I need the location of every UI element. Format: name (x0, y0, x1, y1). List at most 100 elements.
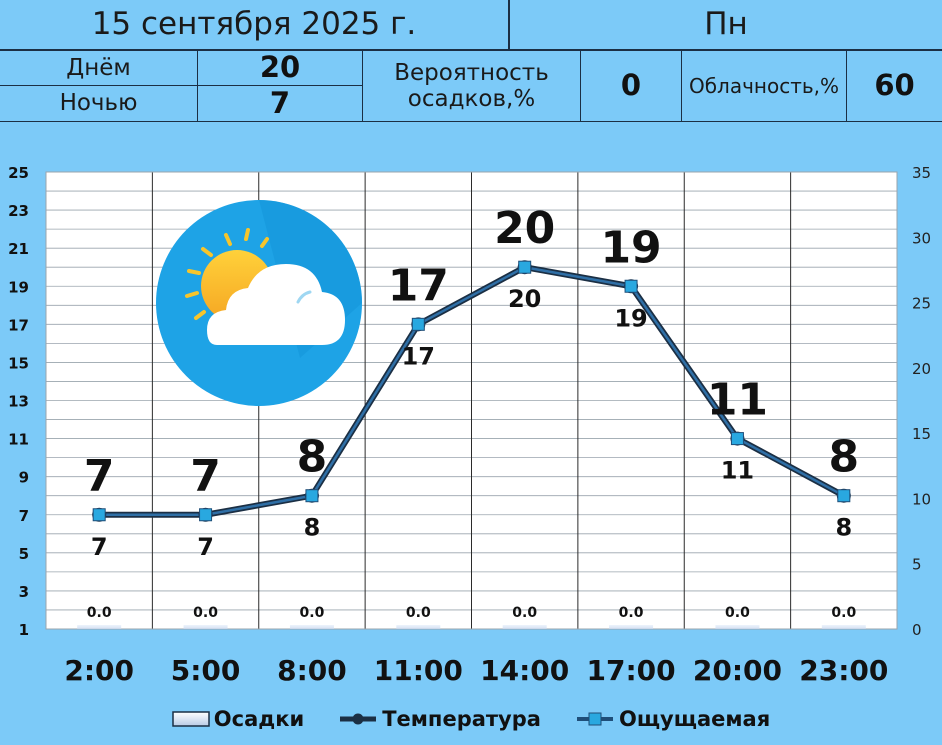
y-tick-label: 3 (19, 583, 29, 601)
day-value-cell: 20 (198, 50, 363, 86)
y-tick-label: 23 (8, 202, 29, 220)
feels-like-label: 19 (614, 304, 647, 332)
y-tick-label: 25 (8, 164, 29, 182)
temperature-label: 19 (600, 222, 661, 273)
temperature-series (92, 260, 851, 522)
x-tick-label: 5:00 (171, 654, 241, 687)
feels-like-point (837, 489, 851, 503)
cloud-value: 60 (874, 68, 915, 103)
cloud-label: Облачность,% (688, 73, 840, 98)
y2-tick-label: 0 (912, 621, 922, 639)
y2-tick-label: 25 (912, 295, 931, 313)
y-tick-label: 9 (19, 469, 29, 487)
weekday-cell: Пн (510, 0, 942, 51)
legend-temperature: Температура (338, 707, 541, 731)
feels-like-label: 17 (402, 342, 435, 370)
y-axis-right: 35 30 25 20 15 10 5 0 (912, 164, 931, 639)
date-cell: 15 сентября 2025 г. (0, 0, 510, 51)
x-tick-label: 8:00 (277, 654, 347, 687)
legend-feels-like-label: Ощущаемая (618, 707, 771, 731)
y2-tick-label: 35 (912, 164, 931, 182)
y2-tick-label: 15 (912, 425, 931, 443)
temperature-label: 8 (297, 432, 328, 483)
plot-frame (45, 171, 898, 630)
legend-feels-like: Ощущаемая (575, 707, 770, 731)
legend-temperature-label: Температура (382, 707, 541, 731)
feels-like-line (99, 265, 845, 516)
precip-label: 0.0 (87, 605, 112, 621)
feels-like-label: 8 (304, 514, 321, 542)
forecast-header: 15 сентября 2025 г. Пн Днём 20 Ночью 7 В… (0, 0, 942, 122)
precip-label-line2: осадков,% (407, 86, 536, 112)
x-tick-label: 2:00 (64, 654, 134, 687)
x-tick-label: 20:00 (693, 654, 782, 687)
legend-precip-swatch (172, 711, 210, 727)
legend-feels-like-swatch (576, 712, 613, 726)
precip-label: 0.0 (725, 605, 750, 621)
feels-like-point (730, 432, 744, 446)
precip-value-cell: 0 (581, 51, 682, 122)
y-axis-left: 25 23 21 19 17 15 13 11 9 7 5 3 1 (8, 164, 29, 639)
temperature-label: 17 (388, 260, 449, 311)
precip-bar (609, 625, 654, 629)
y-tick-label: 1 (19, 621, 29, 639)
y-tick-label: 13 (8, 393, 29, 411)
chart-legend: Осадки Температура Ощущаемая (0, 703, 942, 735)
precip-bar (77, 625, 122, 629)
feels-like-point (411, 317, 425, 331)
feels-like-point (305, 489, 319, 503)
feels-like-label: 7 (197, 533, 214, 561)
precip-label: 0.0 (619, 605, 644, 621)
precip-label: 0.0 (300, 605, 325, 621)
temperature-label: 7 (190, 451, 221, 502)
night-label: Ночью (59, 90, 138, 117)
y2-tick-label: 20 (912, 360, 931, 378)
temperature-label: 7 (84, 451, 115, 502)
y-tick-label: 11 (8, 431, 29, 449)
temperature-label: 11 (707, 375, 768, 426)
feels-like-point (92, 508, 106, 522)
feels-like-label: 7 (91, 533, 108, 561)
y-tick-label: 17 (8, 316, 29, 334)
y2-tick-label: 5 (912, 556, 922, 574)
x-axis: 2:00 5:00 8:00 11:00 14:00 17:00 20:00 23:00 (64, 654, 888, 687)
precip-label-line1: Вероятность (394, 59, 549, 86)
day-label: Днём (66, 54, 131, 81)
precip-bar (821, 625, 866, 629)
x-tick-label: 14:00 (480, 654, 569, 687)
legend-temperature-swatch (340, 713, 377, 725)
night-value-cell: 7 (198, 86, 363, 122)
feels-like-point (624, 279, 638, 293)
precip-bar (396, 625, 441, 629)
feels-like-label: 20 (508, 285, 541, 313)
y-tick-label: 7 (19, 507, 29, 525)
y-tick-label: 21 (8, 240, 29, 258)
day-label-cell: Днём (0, 51, 198, 86)
x-tick-label: 23:00 (799, 654, 888, 687)
y-tick-label: 5 (19, 545, 29, 563)
temperature-label: 8 (829, 432, 860, 483)
precip-bar (502, 625, 547, 629)
temperature-chart: 25 23 21 19 17 15 13 11 9 7 5 3 1 35 30 25 20 15 10 5 0 0.0… (8, 164, 931, 687)
feels-like-label: 8 (835, 514, 852, 542)
temperature-label: 20 (494, 203, 555, 254)
weekday-text: Пн (704, 5, 748, 42)
y-tick-label: 15 (8, 354, 29, 372)
y2-tick-label: 10 (912, 490, 931, 508)
precip-bar (183, 625, 228, 629)
data-labels: 7 7 7 7 8 8 17 17 20 20 19 19 11 11 8 8 (84, 203, 859, 561)
precip-bar (289, 625, 334, 629)
y2-tick-label: 30 (912, 229, 931, 247)
date-text: 15 сентября 2025 г. (91, 5, 417, 42)
night-label-cell: Ночью (0, 86, 198, 122)
feels-like-label: 11 (721, 457, 754, 485)
feels-like-point (199, 508, 213, 522)
x-tick-label: 17:00 (586, 654, 675, 687)
night-value: 7 (269, 85, 291, 120)
sun-behind-cloud-icon (156, 200, 362, 406)
cloud-value-cell: 60 (847, 51, 942, 122)
day-value: 20 (259, 50, 301, 85)
precip-label: 0.0 (193, 605, 218, 621)
cloud-label-cell: Облачность,% (682, 51, 847, 122)
x-tick-label: 11:00 (374, 654, 463, 687)
